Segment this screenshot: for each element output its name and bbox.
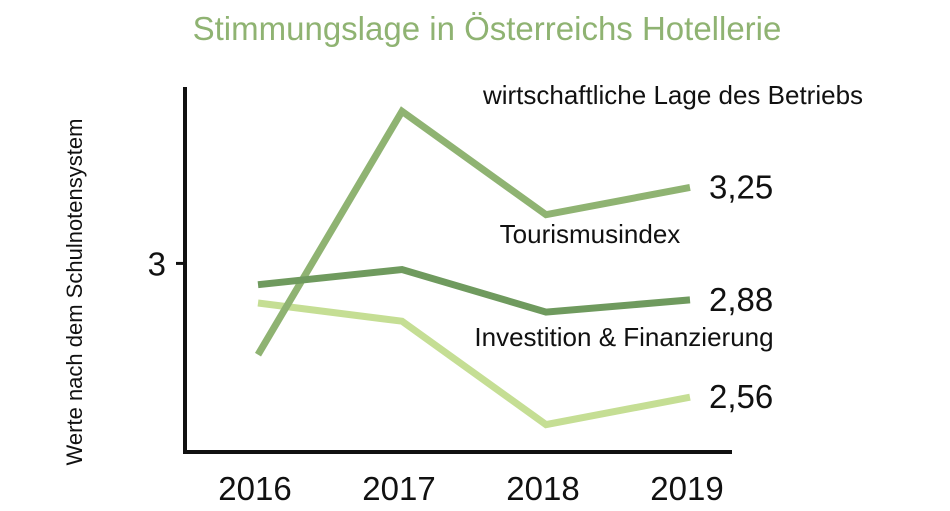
y-ticks: 3 — [148, 245, 185, 282]
x-tick-label: 2016 — [218, 470, 291, 507]
series-line-0 — [254, 106, 691, 357]
x-ticks: 2016 2017 2018 2019 — [218, 470, 723, 507]
x-tick-label: 2018 — [506, 470, 579, 507]
series-lines — [254, 106, 691, 429]
series-name-label: Tourismusindex — [500, 219, 681, 249]
y-tick-label: 3 — [148, 245, 166, 282]
series-line-1 — [257, 265, 691, 316]
x-tick-label: 2019 — [650, 470, 723, 507]
axis-frame — [183, 87, 732, 454]
axes — [183, 87, 732, 454]
chart-title: Stimmungslage in Österreichs Hotellerie — [193, 10, 782, 47]
series-labels: wirtschaftliche Lage des Betriebs 3,25 Tou… — [474, 80, 863, 415]
end-value-label: 2,88 — [709, 281, 773, 318]
end-value-label: 2,56 — [709, 378, 773, 415]
series-line-2 — [257, 299, 691, 429]
end-value-label: 3,25 — [709, 168, 773, 205]
series-name-label: wirtschaftliche Lage des Betriebs — [482, 80, 863, 110]
x-tick-label: 2017 — [362, 470, 435, 507]
y-axis-label: Werte nach dem Schulnotensystem — [62, 119, 87, 466]
series-name-label: Investition & Finanzierung — [474, 322, 773, 352]
